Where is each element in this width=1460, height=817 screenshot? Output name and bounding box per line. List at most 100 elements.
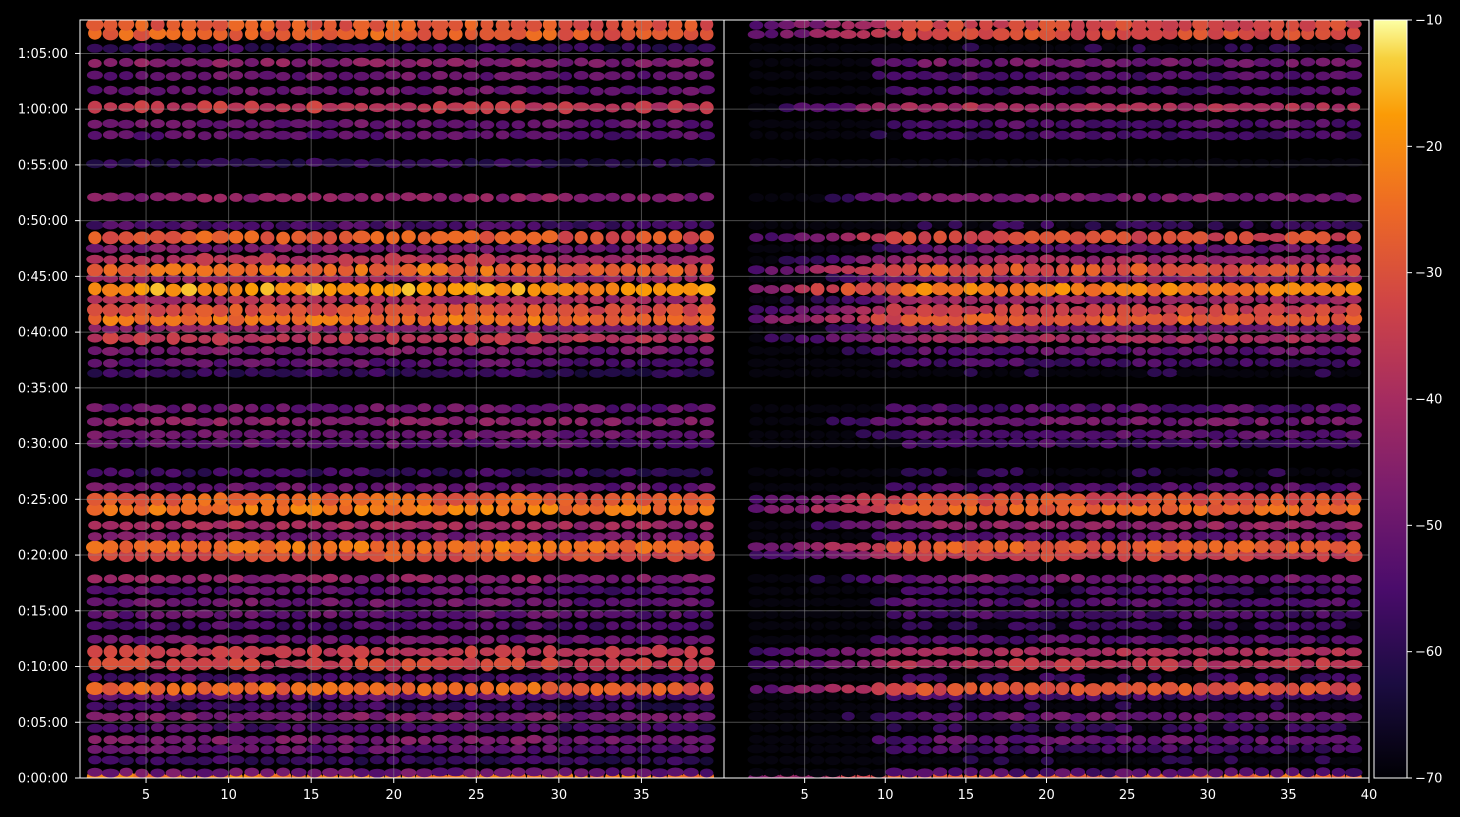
right-cell bbox=[1132, 520, 1147, 530]
left-cell bbox=[667, 264, 684, 278]
left-cell bbox=[118, 549, 134, 563]
left-cell bbox=[573, 735, 589, 745]
right-cell bbox=[1099, 430, 1118, 440]
right-cell bbox=[1132, 539, 1147, 553]
left-cell bbox=[417, 609, 432, 619]
right-cell bbox=[977, 493, 995, 507]
right-cell bbox=[869, 550, 888, 559]
right-cell bbox=[931, 609, 949, 619]
right-cell bbox=[1023, 430, 1041, 440]
left-cell bbox=[666, 767, 684, 777]
right-cell bbox=[1283, 585, 1302, 595]
left-cell bbox=[181, 609, 197, 619]
left-cell bbox=[370, 283, 384, 297]
left-cell bbox=[636, 346, 652, 356]
left-cell bbox=[101, 192, 120, 202]
left-cell bbox=[305, 323, 324, 333]
right-cell bbox=[856, 692, 871, 702]
right-cell bbox=[1101, 468, 1117, 478]
right-cell bbox=[1084, 324, 1103, 334]
right-cell bbox=[1038, 86, 1057, 96]
right-cell bbox=[1163, 417, 1177, 427]
left-cell bbox=[354, 657, 369, 671]
left-cell bbox=[462, 597, 480, 607]
right-cell bbox=[1284, 130, 1301, 139]
right-cell bbox=[992, 723, 1010, 733]
right-cell bbox=[947, 634, 964, 644]
right-cell bbox=[1054, 345, 1071, 355]
right-cell bbox=[794, 634, 811, 644]
right-cell bbox=[947, 43, 963, 53]
left-cell bbox=[259, 416, 276, 426]
right-cell bbox=[824, 57, 841, 67]
left-cell bbox=[619, 711, 637, 721]
right-cell bbox=[1345, 294, 1362, 304]
left-cell bbox=[605, 313, 620, 327]
right-cell bbox=[1237, 672, 1255, 682]
left-cell bbox=[196, 701, 213, 711]
right-cell bbox=[1345, 43, 1363, 53]
left-cell bbox=[321, 102, 339, 112]
left-cell bbox=[433, 346, 447, 356]
left-cell bbox=[86, 621, 103, 631]
left-cell bbox=[557, 230, 574, 244]
left-cell bbox=[276, 58, 291, 68]
left-cell bbox=[386, 540, 400, 554]
right-cell bbox=[917, 467, 933, 477]
left-cell bbox=[464, 416, 479, 426]
left-cell bbox=[306, 682, 323, 696]
left-cell bbox=[227, 313, 245, 327]
left-cell bbox=[494, 404, 512, 414]
left-cell bbox=[166, 254, 180, 264]
left-cell bbox=[447, 403, 465, 413]
left-cell bbox=[636, 586, 652, 596]
left-cell bbox=[118, 231, 134, 245]
left-cell bbox=[558, 313, 573, 327]
left-cell bbox=[494, 43, 511, 53]
right-cell bbox=[1347, 102, 1361, 112]
left-cell bbox=[448, 221, 463, 231]
left-cell bbox=[117, 702, 135, 712]
left-cell bbox=[275, 158, 291, 168]
left-cell bbox=[557, 28, 574, 41]
left-cell bbox=[164, 262, 182, 276]
left-cell bbox=[369, 609, 386, 619]
left-cell bbox=[417, 403, 432, 413]
right-cell bbox=[962, 71, 980, 81]
right-cell bbox=[994, 312, 1009, 326]
left-cell bbox=[416, 657, 432, 671]
left-cell bbox=[87, 294, 103, 304]
left-cell bbox=[385, 313, 401, 327]
left-cell bbox=[323, 744, 338, 754]
left-cell bbox=[493, 657, 512, 671]
right-cell bbox=[1224, 532, 1238, 542]
right-cell bbox=[795, 712, 809, 722]
right-cell bbox=[1099, 483, 1118, 492]
left-cell bbox=[525, 28, 543, 42]
right-cell bbox=[856, 621, 871, 631]
left-cell bbox=[85, 243, 104, 253]
left-cell bbox=[274, 119, 292, 129]
right-cell bbox=[855, 306, 872, 315]
right-cell bbox=[1314, 357, 1332, 367]
right-cell bbox=[947, 323, 964, 333]
right-cell bbox=[1116, 404, 1132, 413]
right-cell bbox=[1346, 230, 1361, 244]
left-cell bbox=[369, 439, 385, 449]
right-cell bbox=[854, 43, 873, 53]
left-cell bbox=[667, 404, 684, 414]
right-cell bbox=[1315, 158, 1331, 168]
right-cell bbox=[1209, 357, 1223, 367]
right-cell bbox=[1069, 103, 1087, 113]
left-cell bbox=[103, 358, 118, 368]
right-cell bbox=[1239, 158, 1254, 168]
right-cell bbox=[915, 673, 934, 683]
left-cell bbox=[559, 672, 572, 682]
right-cell bbox=[765, 305, 779, 315]
right-cell bbox=[1024, 768, 1040, 778]
left-cell bbox=[322, 672, 338, 682]
right-cell bbox=[901, 520, 918, 530]
left-cell bbox=[243, 620, 260, 630]
right-cell bbox=[963, 119, 979, 129]
left-cell bbox=[494, 756, 512, 765]
